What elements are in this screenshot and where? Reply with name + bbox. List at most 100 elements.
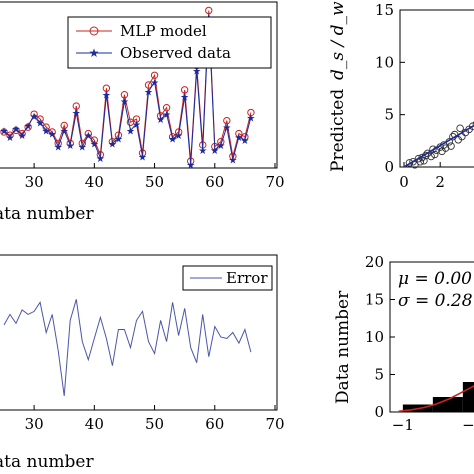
top-right-y-label-text: Predicted [328, 89, 348, 172]
y-tick-label: 20 [365, 253, 384, 271]
panel-top-right: 0 5 10 15 0 2 Predicted d_s / d_w [328, 1, 474, 191]
annotation-sigma: σ = 0.28 [398, 291, 473, 311]
y-tick-label: 10 [365, 328, 384, 346]
data-point-mlp [72, 102, 80, 110]
top-left-x-axis-label: ata number [0, 204, 94, 224]
x-tick-label: 50 [145, 173, 164, 191]
y-tick-label: 5 [384, 106, 394, 124]
data-point-observed: ★ [6, 133, 15, 144]
data-point-observed: ★ [228, 156, 237, 167]
x-tick-label: 40 [85, 415, 104, 433]
top-left-legend: MLP model ★ Observed data [67, 16, 272, 69]
data-point-observed: ★ [0, 126, 9, 137]
bottom-right-ticks: 0 5 10 15 20 −1 −0 [365, 253, 474, 434]
y-tick-label: 15 [375, 1, 394, 19]
scatter-point [441, 144, 450, 152]
scatter-point [469, 122, 474, 130]
histogram-bar [432, 397, 463, 412]
x-tick-label: 0 [399, 173, 409, 191]
data-point-observed: ★ [216, 141, 225, 152]
data-point-observed: ★ [126, 126, 135, 137]
scatter-point [429, 145, 437, 153]
top-right-y-axis-label: Predicted d_s / d_w [328, 1, 348, 172]
y-tick-label: 5 [374, 366, 384, 384]
bottom-right-histogram [398, 382, 474, 413]
data-point-observed: ★ [12, 125, 21, 136]
x-tick-label: 30 [25, 173, 44, 191]
x-tick-label: −1 [392, 416, 414, 434]
y-tick-label: 10 [375, 53, 394, 71]
bottom-left-x-axis-label: ata number [0, 452, 94, 472]
legend-marker-mlp-model [89, 26, 99, 36]
data-point-mlp [12, 126, 20, 135]
top-right-ticks: 0 5 10 15 0 2 [375, 1, 445, 191]
data-point-observed: ★ [186, 160, 195, 171]
normal-fit-curve [398, 385, 474, 413]
bottom-left-series [3, 299, 252, 396]
data-point-observed: ★ [234, 133, 243, 144]
data-point-mlp [120, 91, 129, 99]
data-point-observed: ★ [102, 91, 111, 102]
data-point-mlp [30, 110, 38, 118]
bottom-left-x-ticks: 30 40 50 60 70 [25, 405, 285, 433]
data-point-observed: ★ [144, 87, 153, 98]
top-left-series: ★★★★★★★★★★★★★★★★★★★★★★★★★★★★★★★★★★ ★★★★★★… [0, 6, 255, 171]
y-tick-label: 0 [374, 403, 384, 421]
scatter-point [420, 156, 428, 165]
scatter-point [447, 142, 455, 150]
data-point-observed: ★ [114, 134, 123, 145]
histogram-bar [462, 382, 474, 412]
annotation-mu: μ = 0.00 [398, 269, 472, 289]
legend-entry-observed-data: Observed data [120, 44, 231, 62]
x-tick-label: 70 [265, 415, 284, 433]
data-point-observed: ★ [210, 146, 219, 157]
panel-top-left: ★★★★★★★★★★★★★★★★★★★★★★★★★★★★★★★★★★ ★★★★★★… [0, 1, 285, 224]
top-left-legend-box [67, 16, 272, 69]
data-point-observed: ★ [96, 154, 105, 165]
bottom-left-axes-frame [0, 254, 278, 411]
data-point-observed: ★ [246, 113, 255, 124]
panel-bottom-right: 0 5 10 15 20 −1 −0 μ = 0.00 σ = 0.28 Data numb… [333, 253, 474, 434]
data-point-mlp [132, 115, 141, 123]
data-point-observed: ★ [30, 112, 39, 123]
data-point-mlp [205, 6, 213, 15]
x-tick-label: 40 [85, 173, 104, 191]
x-tick-label: −0 [462, 416, 474, 434]
scatter-point [411, 161, 419, 169]
data-point-observed: ★ [222, 123, 231, 134]
data-point-mlp [6, 131, 14, 139]
data-point-mlp [247, 108, 255, 117]
data-point-observed: ★ [78, 143, 87, 154]
data-point-mlp [60, 121, 68, 130]
legend-marker-observed-data: ★ [89, 46, 100, 60]
top-right-axes-frame [399, 9, 474, 168]
data-point-observed: ★ [108, 139, 117, 150]
data-point-mlp [84, 129, 93, 138]
data-point-mlp [223, 116, 231, 125]
data-point-mlp [126, 118, 135, 126]
x-tick-label: 60 [205, 173, 224, 191]
data-point-mlp [150, 71, 159, 79]
data-point-observed: ★ [138, 152, 147, 163]
scatter-point [427, 152, 435, 161]
data-point-observed: ★ [60, 126, 69, 137]
bottom-left-legend: Error [182, 265, 273, 291]
legend-entry-mlp-model: MLP model [120, 22, 207, 40]
data-point-observed: ★ [180, 92, 189, 103]
y-tick-label: 0 [384, 158, 394, 176]
data-point-observed: ★ [150, 78, 159, 89]
x-tick-label: 30 [25, 415, 44, 433]
scatter-point [405, 159, 414, 167]
data-point-observed: ★ [18, 131, 27, 142]
data-point-observed: ★ [54, 143, 63, 154]
top-right-scatter-points [403, 121, 474, 169]
data-point-observed: ★ [84, 131, 93, 142]
data-point-mlp [18, 129, 26, 138]
top-right-y-label-math: d_s / d_w [328, 1, 348, 80]
fit-line [403, 124, 474, 168]
data-point-mlp [24, 123, 32, 131]
scatter-point [416, 158, 425, 166]
panel-bottom-left: 30 40 50 60 70 ata number Error [0, 254, 285, 472]
top-left-axes-frame [0, 1, 278, 169]
